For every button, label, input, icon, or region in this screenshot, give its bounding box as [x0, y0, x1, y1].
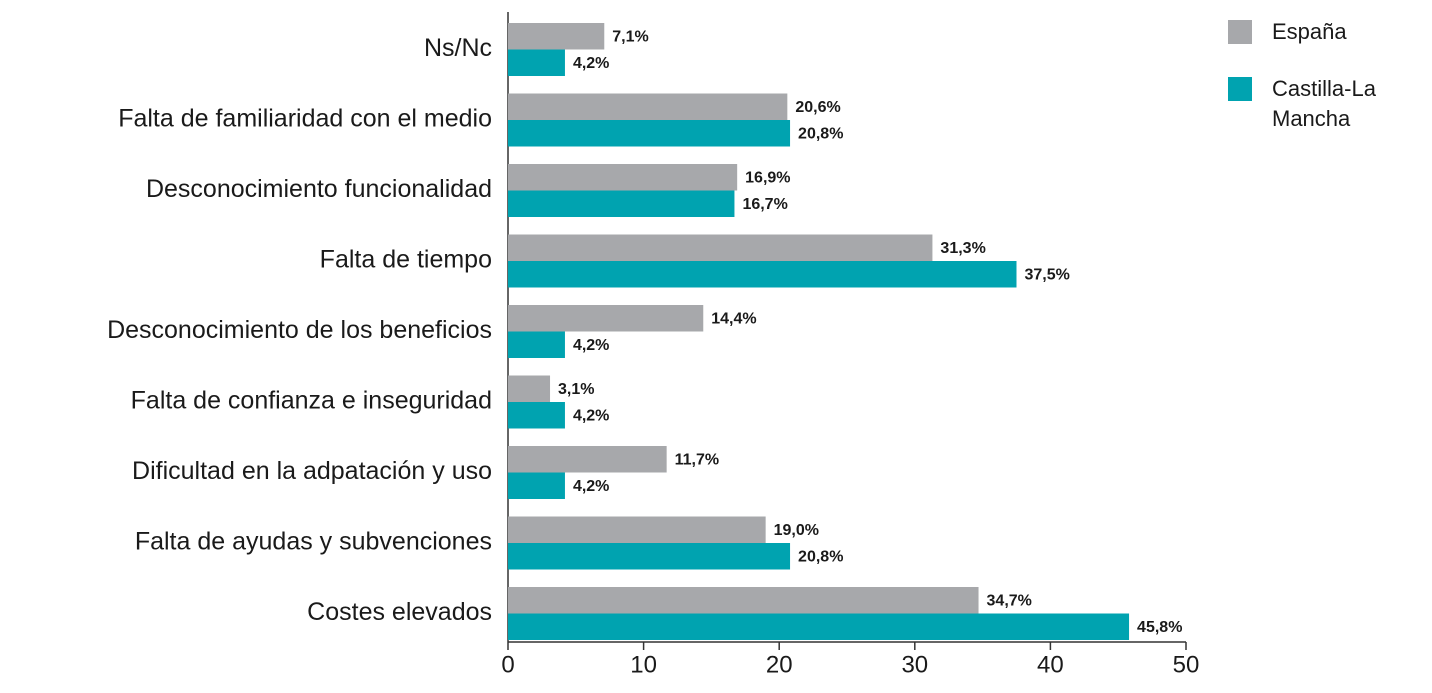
category-label: Desconocimiento funcionalidad — [146, 175, 492, 203]
x-tick-label: 0 — [501, 651, 514, 678]
legend-label: España — [1272, 19, 1347, 44]
value-label: 16,7% — [742, 196, 787, 213]
bar — [508, 190, 735, 217]
x-tick-label: 40 — [1037, 651, 1064, 678]
value-label: 20,8% — [798, 548, 843, 565]
bar — [508, 49, 565, 76]
value-label: 31,3% — [940, 240, 985, 257]
bar — [508, 120, 791, 147]
legend-label: Castilla-La Mancha — [1272, 76, 1376, 131]
category-label: Ns/Nc — [424, 34, 492, 62]
bar — [508, 234, 933, 261]
category-label: Costes elevados — [307, 598, 492, 626]
x-tick-label: 10 — [630, 651, 657, 678]
bar — [508, 587, 979, 614]
category-label: Falta de tiempo — [320, 246, 492, 274]
value-label: 4,2% — [573, 478, 609, 495]
category-label: Desconocimiento de los beneficios — [107, 316, 492, 344]
bar — [508, 375, 551, 402]
bar — [508, 93, 788, 120]
value-label: 14,4% — [711, 310, 756, 327]
value-label: 37,5% — [1025, 266, 1070, 283]
bar — [508, 23, 605, 50]
bar — [508, 472, 565, 499]
value-label: 20,8% — [798, 125, 843, 142]
value-label: 4,2% — [573, 55, 609, 72]
bar — [508, 305, 704, 332]
value-label: 7,1% — [612, 28, 648, 45]
legend-entry: Castilla-La Mancha — [1272, 76, 1376, 131]
category-label: Falta de familiaridad con el medio — [118, 105, 492, 133]
value-label: 45,8% — [1137, 619, 1182, 636]
bar — [508, 543, 791, 570]
legend-entry: España — [1272, 19, 1347, 44]
bar — [508, 261, 1017, 288]
bar — [508, 446, 667, 473]
bar — [508, 331, 565, 358]
category-label: Dificultad en la adpatación y uso — [132, 457, 492, 485]
x-tick-label: 20 — [766, 651, 793, 678]
legend-swatch — [1228, 77, 1252, 101]
category-label: Falta de confianza e inseguridad — [131, 387, 492, 415]
bar — [508, 402, 565, 429]
value-label: 16,9% — [745, 169, 790, 186]
category-label: Falta de ayudas y subvenciones — [135, 528, 492, 556]
value-label: 20,6% — [795, 99, 840, 116]
value-label: 19,0% — [774, 522, 819, 539]
bar — [508, 516, 766, 543]
value-label: 4,2% — [573, 407, 609, 424]
legend-swatch — [1228, 20, 1252, 44]
value-label: 4,2% — [573, 337, 609, 354]
bar — [508, 613, 1130, 640]
value-label: 34,7% — [987, 592, 1032, 609]
value-label: 3,1% — [558, 381, 594, 398]
bar — [508, 164, 738, 191]
x-tick-label: 30 — [901, 651, 928, 678]
value-label: 11,7% — [675, 451, 719, 468]
x-tick-label: 50 — [1173, 651, 1200, 678]
